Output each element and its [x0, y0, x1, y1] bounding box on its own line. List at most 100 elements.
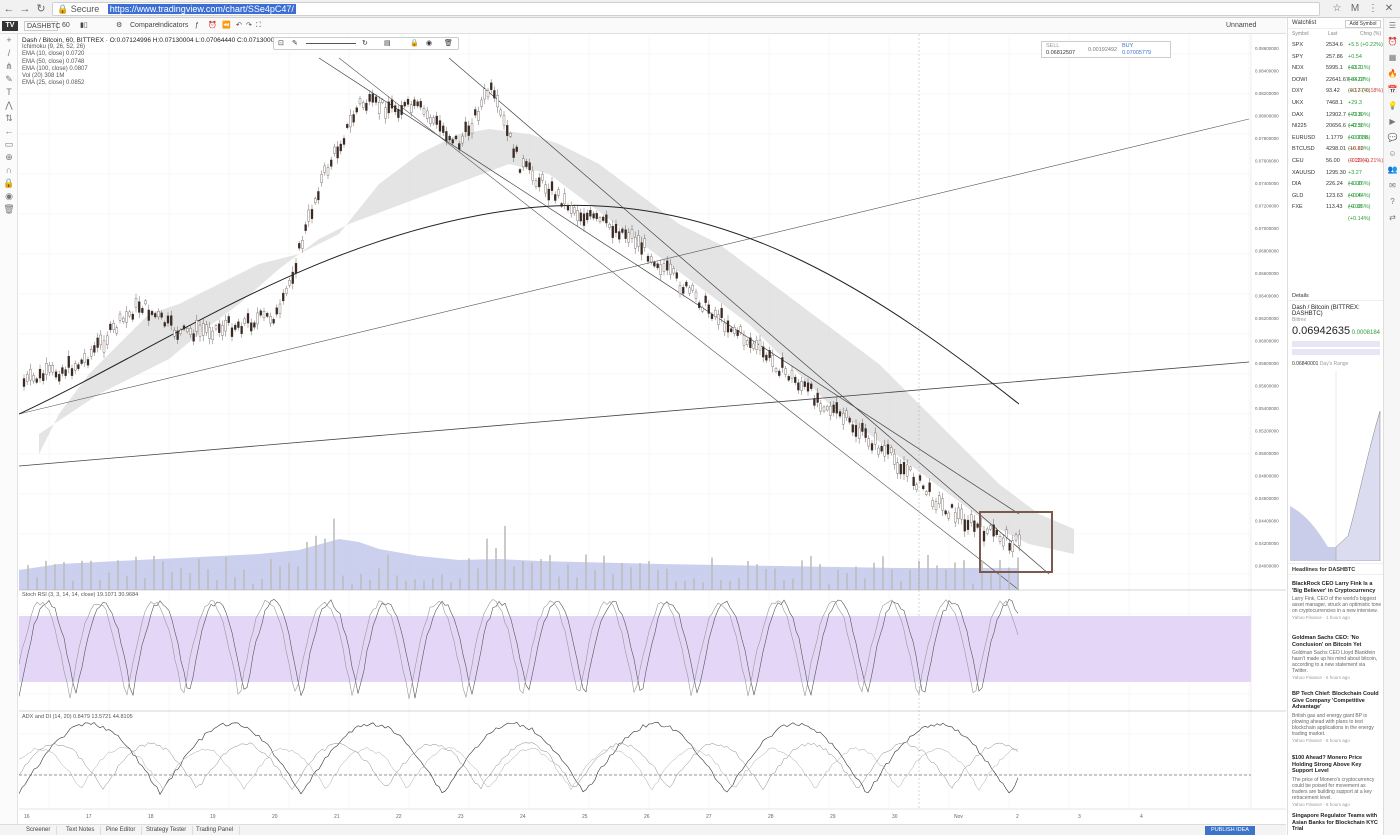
settings-icon[interactable]: ⚙ — [116, 22, 123, 29]
news-item[interactable]: Singapore Regulator Teams with Asian Ban… — [1292, 813, 1382, 835]
watchlist-symbol[interactable]: SPX — [1292, 42, 1304, 48]
watchlist-symbol[interactable]: GLD — [1292, 192, 1304, 199]
watchlist-row[interactable]: DXY 93.42 -0.17 (-0.18%) — [1288, 86, 1384, 98]
news-headline[interactable]: $100 Ahead? Monero Price Holding Strong … — [1292, 755, 1363, 774]
tab-text-notes[interactable]: Text Notes — [60, 826, 102, 835]
tab-strategy-tester[interactable]: Strategy Tester — [140, 826, 194, 835]
watchlist-row[interactable]: NDX 5995.1 +13.1 (+0.22%) — [1288, 63, 1384, 83]
watchlist-symbol[interactable]: BTCUSD — [1292, 146, 1315, 153]
streams-icon[interactable]: ▶ — [1389, 117, 1396, 126]
tab-pine-editor[interactable]: Pine Editor — [100, 826, 143, 835]
watchlist-row[interactable]: CEU 56.00 -0.12 (-0.21%) — [1288, 156, 1384, 168]
style-icon[interactable]: ▤ — [384, 40, 391, 47]
eye-icon[interactable]: ◉ — [5, 191, 13, 201]
watchlist-row[interactable]: DIA 226.24 +1.00 (+0.44%) — [1288, 179, 1384, 199]
price-chart[interactable]: 0.08600000 0.08400000 0.08200000 0.08000000… — [19, 34, 1286, 824]
news-item[interactable]: $100 Ahead? Monero Price Holding Strong … — [1292, 755, 1382, 807]
news-item[interactable]: BlackRock CEO Larry Fink Is a 'Big Belie… — [1292, 581, 1382, 620]
menu-icon[interactable]: ⋮ — [1368, 3, 1378, 14]
stoch-title[interactable]: Stoch RSI (3, 3, 14, 14, close) 19.1071 … — [22, 592, 139, 598]
buy-button[interactable]: 0.07005779 — [1122, 50, 1152, 56]
text-icon[interactable]: T — [6, 87, 12, 97]
news-item[interactable]: Goldman Sachs CEO: 'No Conclusion' on Bi… — [1292, 635, 1382, 680]
bar-style-icon[interactable]: ▮▯ — [80, 22, 88, 29]
watchlist-symbol[interactable]: NDX — [1292, 65, 1304, 72]
watchlist-row[interactable]: EURUSD 1.1779 +0.0038 (+0.29%) — [1288, 133, 1384, 153]
sell-button[interactable]: 0.06812507 — [1046, 50, 1076, 56]
url-text[interactable]: https://www.tradingview.com/chart/SSe4pC… — [107, 4, 296, 14]
lock-icon-drawing[interactable]: 🔒 — [410, 40, 419, 47]
pitchfork-icon[interactable]: ⋔ — [5, 61, 13, 71]
help-icon[interactable]: ? — [1390, 197, 1395, 206]
symbol-search[interactable]: DASHBTC — [24, 21, 60, 31]
pattern-icon[interactable]: ⋀ — [5, 100, 13, 110]
back-icon[interactable]: ← — [3, 3, 15, 15]
magnet-icon[interactable]: ∩ — [5, 165, 13, 175]
data-window-icon[interactable]: ▦ — [1388, 53, 1397, 62]
watchlist-symbol[interactable]: XAUUSD — [1292, 169, 1315, 176]
star-icon[interactable]: ☆ — [1332, 3, 1342, 14]
ruler-icon[interactable]: ▭ — [4, 139, 14, 149]
legend-line[interactable]: EMA (100, close) 0.0807 — [22, 65, 88, 72]
sync-icon[interactable]: ↻ — [362, 40, 368, 47]
alert-icon[interactable]: ⏰ — [208, 22, 217, 29]
forward-icon[interactable]: → — [19, 3, 31, 15]
trade-icon[interactable]: ⇄ — [1389, 213, 1396, 222]
watchlist-symbol[interactable]: CEU — [1292, 158, 1304, 164]
watchlist-symbol[interactable]: FXE — [1292, 204, 1303, 211]
watchlist-row[interactable]: GLD 123.63 +0.06 (+0.05%) — [1288, 191, 1384, 211]
watchlist-icon[interactable]: ☰ — [1388, 21, 1397, 30]
news-headline[interactable]: BlackRock CEO Larry Fink Is a 'Big Belie… — [1292, 581, 1376, 594]
watchlist-row[interactable]: XAUUSD 1295.30 +3.27 (+0.26%) — [1288, 168, 1384, 188]
watchlist-row[interactable]: SPX 2534.6 +5.5 (+0.22%) — [1288, 40, 1384, 52]
undo-icon[interactable]: ↶ — [236, 22, 242, 29]
line-width-icon[interactable] — [306, 43, 356, 44]
visibility-icon[interactable]: ◉ — [426, 40, 433, 47]
extension-icon[interactable]: M — [1350, 3, 1360, 14]
trash-icon[interactable]: 🗑 — [3, 204, 15, 214]
compare-button[interactable]: Compare — [130, 22, 159, 29]
adx-title[interactable]: ADX and DI (14, 20) 0.8479 13.5721 44.81… — [22, 714, 133, 720]
legend-line[interactable]: EMA (50, close) 0.0748 — [22, 58, 85, 65]
people-icon[interactable]: 👥 — [1387, 165, 1398, 174]
col-symbol[interactable]: Symbol — [1292, 31, 1309, 37]
template-icon[interactable]: ⊡ — [278, 40, 284, 47]
news-headline[interactable]: BP Tech Chief: Blockchain Could Give Com… — [1292, 691, 1379, 710]
watchlist-row[interactable]: DAX 12902.7 +73.8 (+0.58%) — [1288, 110, 1384, 130]
watchlist-symbol[interactable]: DOWI — [1292, 76, 1307, 83]
watchlist-symbol[interactable]: SPY — [1292, 53, 1304, 60]
prediction-icon[interactable]: ⇅ — [5, 113, 13, 123]
legend-line[interactable]: Vol (20) 308 1M — [22, 73, 65, 80]
watchlist-row[interactable]: DOWI 22641.67 +84.07 (+0.37%) — [1288, 75, 1384, 95]
publish-idea-button[interactable]: PUBLISH IDEA — [1205, 826, 1255, 835]
chat-icon[interactable]: 💬 — [1387, 133, 1398, 142]
messages-icon[interactable]: ✉ — [1389, 181, 1396, 190]
legend-line[interactable]: EMA (25, close) 0.0852 — [22, 80, 85, 87]
redo-icon[interactable]: ↷ — [246, 22, 252, 29]
watchlist-symbol[interactable]: UKX — [1292, 100, 1304, 106]
social-icon[interactable]: ☺ — [1388, 149, 1397, 158]
watchlist-row[interactable]: FXE 113.43 +0.16 (+0.14%) — [1288, 202, 1384, 222]
watchlist-symbol[interactable]: NI225 — [1292, 123, 1307, 130]
col-change[interactable]: Chng (%) — [1360, 31, 1382, 37]
legend-line[interactable]: Ichimoku (9, 26, 52, 26) — [22, 44, 86, 51]
reload-icon[interactable]: ↻ — [36, 3, 46, 15]
zoom-icon[interactable]: ⊕ — [5, 152, 13, 162]
alerts-icon[interactable]: ⏰ — [1387, 37, 1398, 46]
indicators-button[interactable]: Indicators — [158, 22, 189, 29]
news-item[interactable]: BP Tech Chief: Blockchain Could Give Com… — [1292, 691, 1382, 743]
watchlist-symbol[interactable]: DAX — [1292, 111, 1304, 118]
lock-drawing-icon[interactable]: 🔒 — [3, 178, 15, 188]
watchlist-symbol[interactable]: EURUSD — [1292, 134, 1316, 141]
hotlist-icon[interactable]: 🔥 — [1387, 69, 1398, 78]
news-headline[interactable]: Goldman Sachs CEO: 'No Conclusion' on Bi… — [1292, 635, 1362, 648]
legend-line[interactable]: EMA (10, close) 0.0720 — [22, 51, 85, 58]
watchlist-row[interactable]: NI225 20656.6 +42.5 (+0.21%) — [1288, 121, 1384, 141]
calendar-icon[interactable]: 📅 — [1387, 85, 1398, 94]
col-last[interactable]: Last — [1328, 31, 1338, 37]
brush-icon[interactable]: ✎ — [5, 74, 13, 84]
watchlist-row[interactable]: UKX 7468.1 +29.3 (+0.39%) — [1288, 98, 1384, 118]
fx-icon[interactable]: ƒ — [195, 22, 199, 29]
watchlist-symbol[interactable]: DIA — [1292, 181, 1302, 188]
add-symbol-button[interactable]: Add Symbol — [1345, 20, 1381, 28]
